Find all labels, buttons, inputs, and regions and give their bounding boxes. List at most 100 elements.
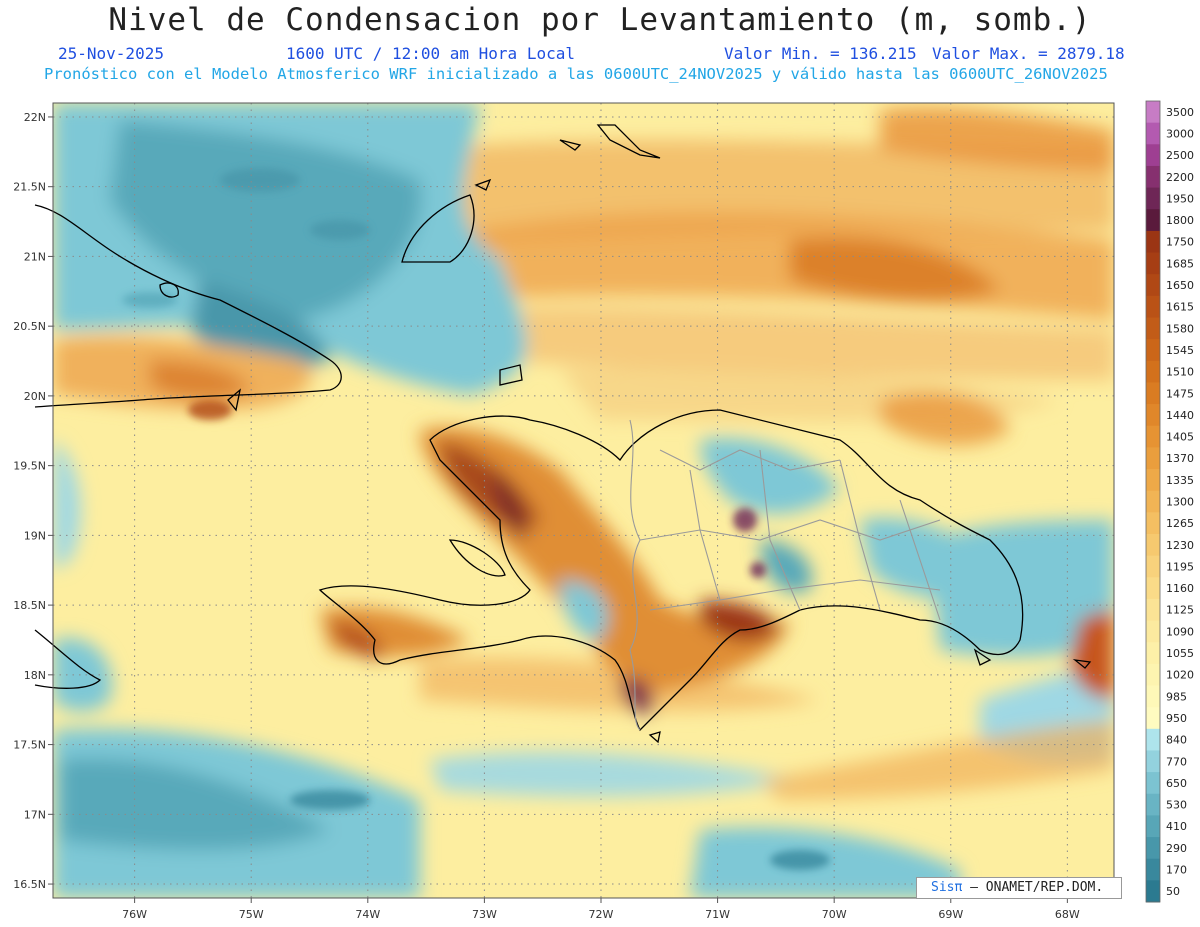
colorbar-label: 1125	[1166, 604, 1194, 617]
colorbar-swatch	[1146, 490, 1160, 513]
colorbar-label: 1650	[1166, 279, 1194, 292]
lat-tick-label: 21.5N	[13, 181, 46, 194]
colorbar-swatch	[1146, 533, 1160, 557]
colorbar-label: 1230	[1166, 539, 1194, 552]
colorbar-label: 1195	[1166, 560, 1194, 573]
lon-tick-label: 72W	[589, 908, 614, 921]
colorbar-label: 985	[1166, 690, 1187, 703]
lat-tick-label: 18N	[24, 669, 46, 682]
lon-tick-label: 74W	[355, 908, 380, 921]
colorbar-swatch	[1146, 382, 1160, 405]
colorbar-label: 1475	[1166, 387, 1194, 400]
lat-tick-label: 17N	[24, 808, 46, 821]
colorbar-swatch	[1146, 880, 1160, 903]
lon-tick-label: 70W	[822, 908, 847, 921]
colorbar-label: 50	[1166, 885, 1180, 898]
sispi-logo: Sisπ	[931, 880, 963, 895]
lon-tick-label: 69W	[938, 908, 963, 921]
credit-box: Sisπ – ONAMET/REP.DOM.	[916, 877, 1122, 899]
colorbar-swatch	[1146, 252, 1160, 275]
max-value: Valor Max. = 2879.18	[932, 44, 1125, 63]
colorbar-swatch	[1146, 469, 1160, 492]
colorbar-label: 3500	[1166, 106, 1194, 119]
lon-tick-label: 68W	[1055, 908, 1080, 921]
lat-tick-label: 21N	[24, 250, 46, 263]
lat-tick-label: 22N	[24, 111, 46, 124]
colorbar-label: 1090	[1166, 625, 1194, 638]
lat-tick-label: 17.5N	[13, 739, 46, 752]
colorbar-swatch	[1146, 209, 1160, 232]
colorbar-swatch	[1146, 837, 1160, 860]
colorbar-label: 1370	[1166, 452, 1194, 465]
lon-tick-label: 71W	[705, 908, 730, 921]
min-value: Valor Min. = 136.215	[724, 44, 917, 63]
colorbar-swatch	[1146, 598, 1160, 622]
colorbar-label: 1510	[1166, 366, 1194, 379]
shaded-field	[53, 103, 1114, 898]
credit-text: – ONAMET/REP.DOM.	[970, 880, 1104, 895]
colorbar-swatch	[1146, 642, 1160, 665]
colorbar: 3500 3000 2500 2200 1950 1800 1750 1685 1650 1615…	[1145, 100, 1194, 903]
colorbar-swatch	[1146, 555, 1160, 578]
lon-tick-label: 76W	[122, 908, 147, 921]
colorbar-swatch	[1146, 858, 1160, 881]
colorbar-label: 840	[1166, 734, 1187, 747]
colorbar-swatch	[1146, 144, 1160, 167]
colorbar-swatch	[1146, 187, 1160, 210]
colorbar-swatch	[1146, 339, 1160, 362]
lat-tick-label: 19.5N	[13, 460, 46, 473]
colorbar-label: 1335	[1166, 474, 1194, 487]
colorbar-swatch	[1146, 620, 1160, 643]
colorbar-swatch	[1146, 101, 1160, 124]
colorbar-swatch	[1146, 274, 1160, 297]
colorbar-label: 1950	[1166, 192, 1194, 205]
colorbar-label: 1405	[1166, 431, 1194, 444]
colorbar-label: 2200	[1166, 171, 1194, 184]
coastlines	[34, 124, 1092, 744]
latitude-axis: 22N 21.5N 21N 20.5N 20N 19.5N 19N 18.5N 18N 17.5N…	[13, 111, 53, 891]
colorbar-swatch	[1146, 295, 1160, 318]
colorbar-label: 1265	[1166, 517, 1194, 530]
longitude-axis: 76W 75W 74W 73W 72W 71W 70W 69W 68W	[122, 898, 1080, 921]
colorbar-swatch	[1146, 317, 1160, 340]
colorbar-swatch	[1146, 815, 1160, 838]
colorbar-label: 1580	[1166, 322, 1194, 335]
colorbar-label: 650	[1166, 777, 1187, 790]
province-borders	[629, 419, 941, 731]
colorbar-swatch	[1146, 122, 1160, 145]
colorbar-label: 290	[1166, 842, 1187, 855]
colorbar-label: 1440	[1166, 409, 1194, 422]
colorbar-label: 770	[1166, 755, 1187, 768]
colorbar-label: 1800	[1166, 214, 1194, 227]
lon-tick-label: 75W	[239, 908, 264, 921]
colorbar-label: 1020	[1166, 669, 1194, 682]
colorbar-label: 3000	[1166, 127, 1194, 140]
colorbar-swatch	[1146, 793, 1160, 816]
colorbar-swatch	[1146, 772, 1160, 795]
colorbar-label: 1055	[1166, 647, 1194, 660]
forecast-time: 1600 UTC / 12:00 am Hora Local	[286, 44, 575, 63]
lat-tick-label: 19N	[24, 529, 46, 542]
colorbar-label: 2500	[1166, 149, 1194, 162]
lon-tick-label: 73W	[472, 908, 497, 921]
colorbar-label: 1300	[1166, 496, 1194, 509]
lat-tick-label: 16.5N	[13, 878, 46, 891]
colorbar-swatch	[1146, 577, 1160, 600]
colorbar-label: 530	[1166, 799, 1187, 812]
colorbar-label: 1545	[1166, 344, 1194, 357]
colorbar-label: 1615	[1166, 301, 1194, 314]
lat-tick-label: 18.5N	[13, 599, 46, 612]
colorbar-swatch	[1146, 447, 1160, 470]
colorbar-swatch	[1146, 404, 1160, 427]
colorbar-swatch	[1146, 685, 1160, 708]
colorbar-swatch	[1146, 750, 1160, 773]
colorbar-swatch	[1146, 425, 1160, 448]
colorbar-label: 410	[1166, 820, 1187, 833]
colorbar-swatch	[1146, 728, 1160, 751]
forecast-info: Pronóstico con el Modelo Atmosferico WRF…	[44, 65, 1108, 83]
map-title: Nivel de Condensacion por Levantamiento …	[108, 2, 1092, 38]
colorbar-swatch	[1146, 360, 1160, 383]
colorbar-label: 950	[1166, 712, 1187, 725]
colorbar-swatch	[1146, 512, 1160, 535]
